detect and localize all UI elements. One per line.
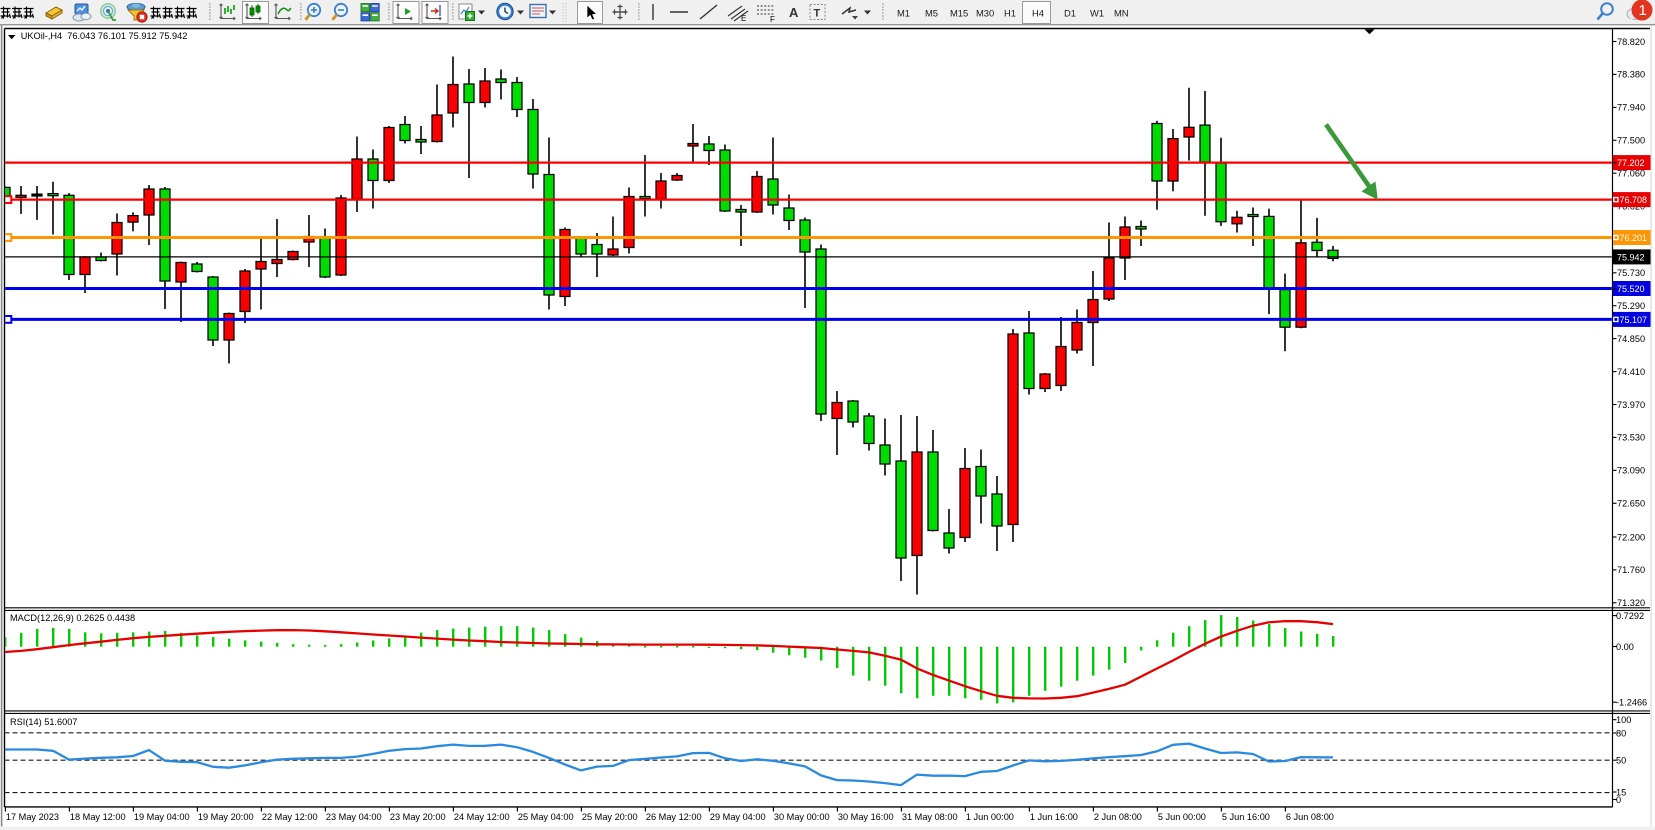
- svg-text:2 Jun 08:00: 2 Jun 08:00: [1094, 812, 1142, 822]
- svg-text:A: A: [789, 5, 799, 20]
- svg-text:19 May 20:00: 19 May 20:00: [198, 812, 254, 822]
- svg-text:-1.2466: -1.2466: [1616, 698, 1647, 708]
- svg-text:H4: H4: [1032, 8, 1044, 19]
- svg-text:73.530: 73.530: [1617, 433, 1645, 443]
- svg-text:72.200: 72.200: [1617, 532, 1645, 542]
- svg-text:M15: M15: [950, 8, 968, 19]
- svg-text:T: T: [814, 8, 821, 20]
- svg-text:30 May 16:00: 30 May 16:00: [838, 812, 894, 822]
- svg-text:76.201: 76.201: [1620, 233, 1648, 243]
- svg-text:1 Jun 16:00: 1 Jun 16:00: [1030, 812, 1078, 822]
- svg-text:RSI(14) 51.6007: RSI(14) 51.6007: [10, 717, 77, 727]
- svg-text:1 Jun 00:00: 1 Jun 00:00: [966, 812, 1014, 822]
- svg-text:75.520: 75.520: [1617, 284, 1645, 294]
- svg-text:73.970: 73.970: [1617, 400, 1645, 410]
- svg-text:23 May 04:00: 23 May 04:00: [326, 812, 382, 822]
- svg-text:26 May 12:00: 26 May 12:00: [646, 812, 702, 822]
- svg-text:75.107: 75.107: [1620, 315, 1648, 325]
- svg-text:50: 50: [1616, 756, 1626, 766]
- svg-text:77.940: 77.940: [1617, 103, 1645, 113]
- svg-text:MN: MN: [1114, 8, 1129, 19]
- svg-text:76.708: 76.708: [1620, 195, 1648, 205]
- svg-text:W1: W1: [1090, 8, 1104, 19]
- svg-text:77.060: 77.060: [1617, 169, 1645, 179]
- svg-text:25 May 04:00: 25 May 04:00: [518, 812, 574, 822]
- svg-text:6 Jun 08:00: 6 Jun 08:00: [1286, 812, 1334, 822]
- svg-text:23 May 20:00: 23 May 20:00: [390, 812, 446, 822]
- svg-text:24 May 12:00: 24 May 12:00: [454, 812, 510, 822]
- svg-text:0: 0: [1616, 795, 1621, 805]
- svg-text:73.090: 73.090: [1617, 466, 1645, 476]
- svg-text:77.500: 77.500: [1617, 136, 1645, 146]
- svg-text:30 May 00:00: 30 May 00:00: [774, 812, 830, 822]
- svg-text:MACD(12,26,9) 0.2625 0.4438: MACD(12,26,9) 0.2625 0.4438: [10, 613, 135, 623]
- svg-text:19 May 04:00: 19 May 04:00: [134, 812, 190, 822]
- svg-text:72.650: 72.650: [1617, 499, 1645, 509]
- svg-text:25 May 20:00: 25 May 20:00: [582, 812, 638, 822]
- svg-text:M1: M1: [897, 8, 910, 19]
- svg-text:22 May 12:00: 22 May 12:00: [262, 812, 318, 822]
- svg-text:0.7292: 0.7292: [1616, 611, 1644, 621]
- svg-text:M5: M5: [925, 8, 938, 19]
- svg-text:77.202: 77.202: [1617, 158, 1645, 168]
- svg-text:74.410: 74.410: [1617, 367, 1645, 377]
- svg-text:M30: M30: [976, 8, 994, 19]
- svg-text:71.760: 71.760: [1617, 565, 1645, 575]
- svg-text:71.320: 71.320: [1617, 598, 1645, 608]
- svg-text:15: 15: [1616, 787, 1626, 797]
- svg-text:H1: H1: [1004, 8, 1016, 19]
- svg-text:100: 100: [1616, 715, 1631, 725]
- svg-text:UKOil-,H4 76.043 76.101 75.91: UKOil-,H4 76.043 76.101 75.912 75.942: [21, 31, 188, 41]
- svg-text:75.290: 75.290: [1617, 301, 1645, 311]
- svg-text:5 Jun 16:00: 5 Jun 16:00: [1222, 812, 1270, 822]
- svg-text:F: F: [770, 15, 775, 24]
- svg-text:0.00: 0.00: [1616, 642, 1634, 652]
- svg-text:80: 80: [1616, 728, 1626, 738]
- svg-text:1: 1: [1639, 2, 1647, 19]
- svg-text:75.942: 75.942: [1617, 252, 1645, 262]
- svg-text:E: E: [741, 14, 746, 23]
- svg-text:75.730: 75.730: [1617, 268, 1645, 278]
- svg-text:74.850: 74.850: [1617, 334, 1645, 344]
- svg-text:29 May 04:00: 29 May 04:00: [710, 812, 766, 822]
- svg-text:31 May 08:00: 31 May 08:00: [902, 812, 958, 822]
- svg-text:18 May 12:00: 18 May 12:00: [70, 812, 126, 822]
- svg-text:17 May 2023: 17 May 2023: [6, 812, 59, 822]
- svg-text:78.820: 78.820: [1617, 37, 1645, 47]
- svg-text:5 Jun 00:00: 5 Jun 00:00: [1158, 812, 1206, 822]
- svg-text:78.380: 78.380: [1617, 70, 1645, 80]
- svg-text:D1: D1: [1064, 8, 1076, 19]
